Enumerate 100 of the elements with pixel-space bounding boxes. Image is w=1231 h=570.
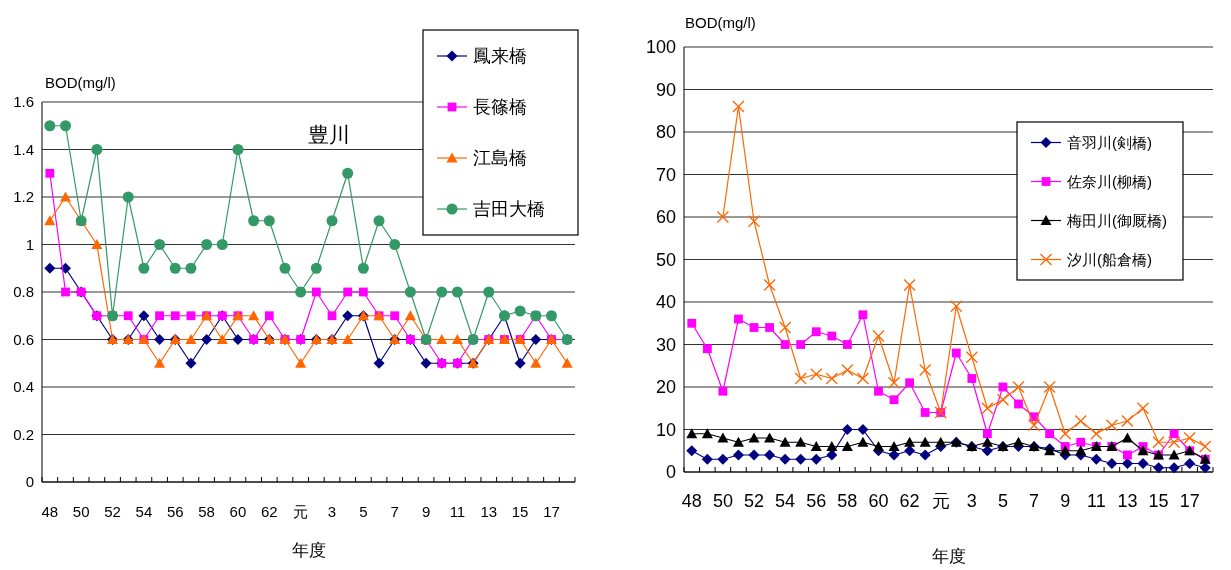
point xyxy=(389,239,401,250)
x-tick-label: 52 xyxy=(104,503,121,520)
point xyxy=(44,215,56,226)
point xyxy=(342,310,354,322)
legend-label: 鳳来橋 xyxy=(473,46,527,67)
point xyxy=(981,402,994,415)
point xyxy=(920,408,930,417)
y-axis-title: BOD(mg/l) xyxy=(685,14,756,31)
point xyxy=(358,287,368,297)
point xyxy=(732,436,744,447)
x-tick-label: 58 xyxy=(198,503,215,520)
point xyxy=(874,386,883,396)
point xyxy=(1027,419,1041,432)
point xyxy=(1045,429,1055,439)
point xyxy=(1059,427,1072,440)
point xyxy=(295,286,307,298)
x-tick-label: 17 xyxy=(1179,491,1200,511)
point xyxy=(686,445,698,457)
point xyxy=(748,449,760,461)
point xyxy=(404,286,416,298)
x-tick-label: 48 xyxy=(681,491,702,511)
point xyxy=(686,428,698,439)
point xyxy=(451,334,463,344)
point xyxy=(1090,453,1102,465)
point xyxy=(154,357,166,368)
point xyxy=(1137,458,1149,469)
x-tick-label: 56 xyxy=(166,503,184,520)
point xyxy=(201,334,213,345)
point xyxy=(264,311,274,321)
y-tick-label: 0.6 xyxy=(13,330,34,348)
y-tick-label: 50 xyxy=(655,249,676,270)
point xyxy=(1106,458,1118,469)
point xyxy=(1121,432,1133,443)
point xyxy=(122,191,134,203)
point xyxy=(794,372,807,385)
x-tick-label: 56 xyxy=(806,491,827,511)
point xyxy=(734,314,743,324)
point xyxy=(701,428,713,439)
point xyxy=(373,357,385,369)
point xyxy=(732,100,745,113)
point xyxy=(1043,380,1056,394)
point xyxy=(919,449,931,461)
point xyxy=(826,441,838,451)
x-tick-label: 58 xyxy=(837,491,858,511)
point xyxy=(748,432,760,443)
legend-label: 長篠橋 xyxy=(473,97,527,118)
legend-label: 吉田大橋 xyxy=(473,199,545,220)
text: 豊川 xyxy=(307,123,350,146)
x-tick-label: 62 xyxy=(899,491,920,511)
point xyxy=(263,215,275,227)
x-axis-title: 年度 xyxy=(931,547,966,566)
y-tick-label: 1.4 xyxy=(13,140,34,158)
point xyxy=(357,262,369,274)
point xyxy=(1169,429,1179,439)
point xyxy=(717,453,729,465)
x-tick-label: 50 xyxy=(72,503,90,520)
point xyxy=(451,286,463,298)
point xyxy=(232,144,244,155)
legend-label: 汐川(船倉橋) xyxy=(1067,250,1152,268)
point xyxy=(436,334,448,344)
point xyxy=(764,432,776,443)
point xyxy=(295,357,307,368)
x-tick-label: 5 xyxy=(997,491,1008,511)
point xyxy=(1075,445,1087,456)
point xyxy=(887,376,901,389)
point xyxy=(857,424,869,435)
point xyxy=(1014,399,1023,409)
point xyxy=(763,278,776,292)
point xyxy=(951,348,961,358)
point xyxy=(716,210,730,224)
point xyxy=(687,318,697,328)
point xyxy=(732,449,744,461)
point xyxy=(91,239,103,249)
point xyxy=(919,436,931,447)
point xyxy=(919,363,932,377)
point xyxy=(1153,462,1165,474)
point xyxy=(61,287,70,297)
legend-label: 梅田川(御厩橋) xyxy=(1066,211,1167,229)
point xyxy=(60,120,72,132)
point xyxy=(45,168,55,178)
point xyxy=(248,215,260,227)
point xyxy=(841,441,853,451)
point xyxy=(780,340,790,349)
point xyxy=(904,436,916,447)
point xyxy=(1090,427,1103,440)
point xyxy=(390,311,400,321)
point xyxy=(60,262,72,274)
point xyxy=(825,372,838,385)
point xyxy=(1152,436,1165,449)
point xyxy=(810,368,823,381)
point xyxy=(1123,450,1132,460)
point xyxy=(1013,436,1025,447)
x-tick-label: 17 xyxy=(543,503,560,520)
point xyxy=(1121,414,1134,428)
x-tick-label: 48 xyxy=(41,503,59,520)
point xyxy=(154,334,166,345)
legend-label: 江島橋 xyxy=(473,148,527,169)
legend-label: 佐奈川(柳橋) xyxy=(1067,172,1152,190)
y-tick-label: 1.6 xyxy=(13,93,34,111)
x-tick-label: 元 xyxy=(293,503,309,520)
